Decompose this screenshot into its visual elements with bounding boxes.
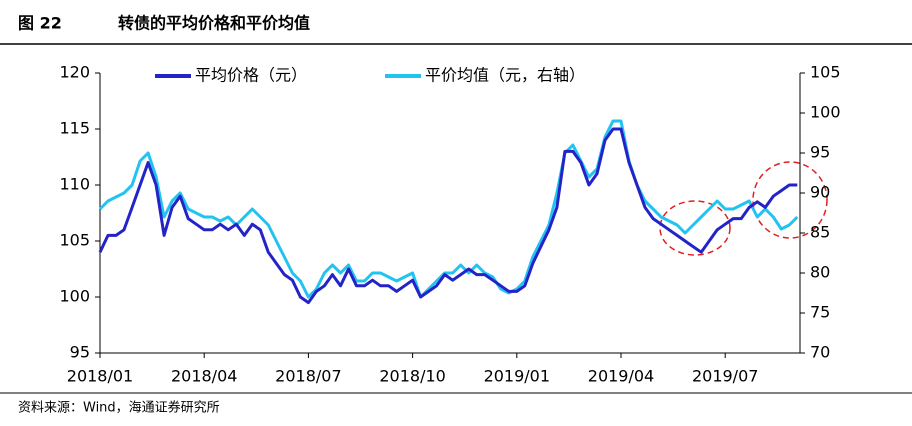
x-tick-label: 2019/01 (484, 367, 550, 386)
highlight-circle (659, 200, 731, 256)
chart-title: 转债的平均价格和平价均值 (118, 14, 310, 33)
figure-number: 图 22 (18, 14, 62, 33)
x-tick-label: 2019/04 (588, 367, 654, 386)
y-tick-label: 105 (59, 231, 90, 250)
y2-tick-label: 100 (810, 103, 841, 122)
y2-tick-label: 75 (810, 303, 830, 322)
y2-tick-label: 90 (810, 183, 830, 202)
y2-tick-label: 95 (810, 143, 830, 162)
y2-tick-label: 85 (810, 223, 830, 242)
legend-label: 平价均值（元，右轴） (425, 66, 585, 85)
y-tick-label: 120 (59, 63, 90, 82)
x-tick-label: 2018/01 (67, 367, 133, 386)
y2-tick-label: 80 (810, 263, 830, 282)
source-note: 资料来源：Wind，海通证券研究所 (18, 400, 220, 416)
y-tick-label: 95 (70, 343, 90, 362)
highlight-circle (752, 161, 828, 239)
y-tick-label: 115 (59, 119, 90, 138)
series-line (98, 119, 799, 299)
y-tick-label: 110 (59, 175, 90, 194)
y2-tick-label: 70 (810, 343, 830, 362)
y2-tick-label: 105 (810, 63, 841, 82)
series-line (98, 127, 798, 305)
x-tick-label: 2018/07 (275, 367, 341, 386)
legend-label: 平均价格（元） (195, 66, 307, 85)
y-tick-label: 100 (59, 287, 90, 306)
x-tick-label: 2019/07 (692, 367, 758, 386)
x-tick-label: 2018/10 (379, 367, 445, 386)
x-tick-label: 2018/04 (171, 367, 237, 386)
